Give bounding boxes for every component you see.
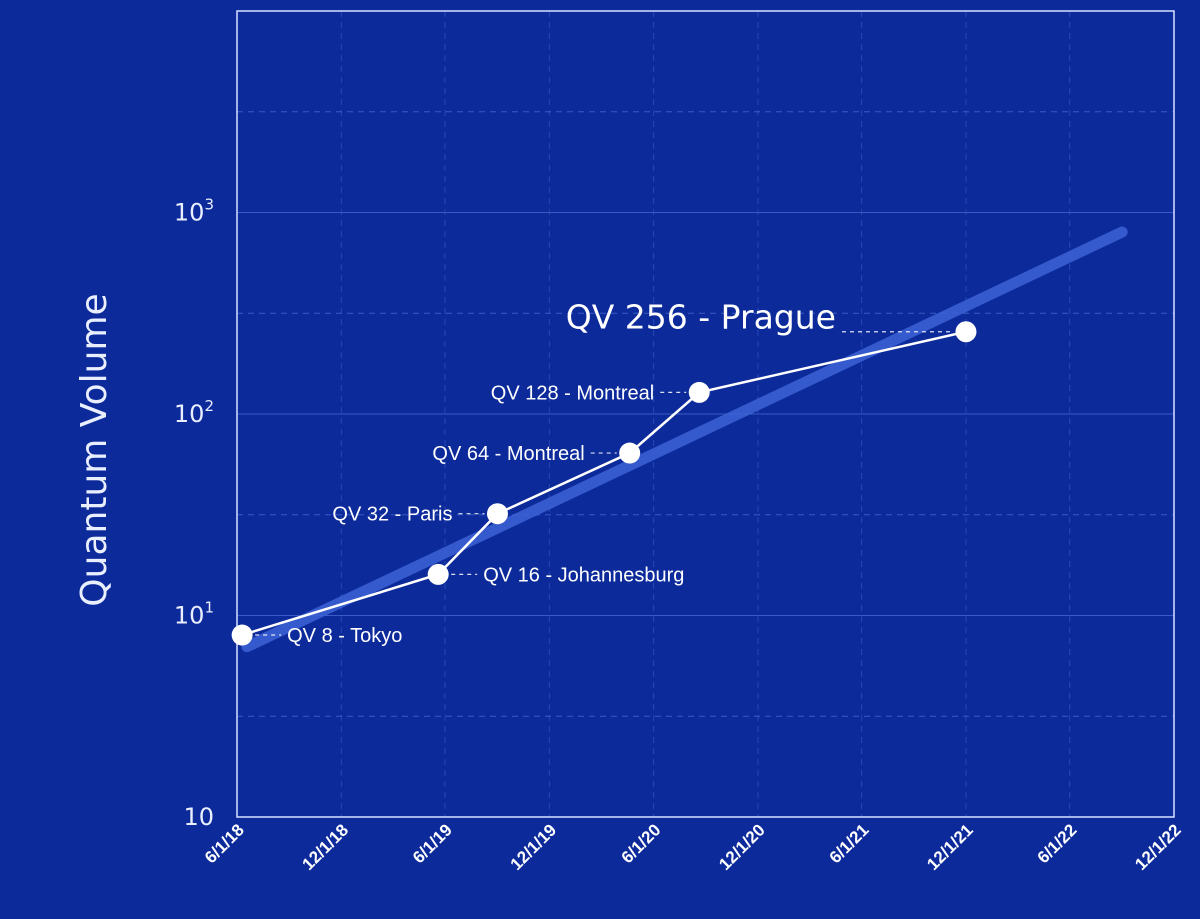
data-point (955, 321, 977, 343)
y-tick-base: 10 (174, 199, 205, 227)
y-axis-label: Quantum Volume (74, 293, 115, 606)
trend-line (241, 226, 1128, 653)
data-label: QV 16 - Johannesburg (483, 564, 684, 586)
data-point (688, 381, 710, 403)
data-label: QV 256 - Prague (566, 298, 836, 337)
y-tick-label: 10 (183, 803, 214, 831)
data-labels: QV 8 - Tokyo QV 16 - Johannesburg QV 32 - … (287, 298, 836, 647)
data-point (619, 442, 641, 464)
data-points (231, 321, 977, 646)
y-tick-exponent: 3 (204, 196, 214, 214)
series-line (241, 330, 967, 637)
y-tick-base: 10 (174, 602, 205, 630)
y-tick-exponent: 1 (204, 599, 214, 617)
grid (237, 11, 1174, 817)
data-point (486, 503, 508, 525)
data-label: QV 32 - Paris (332, 504, 452, 526)
data-point (231, 624, 253, 646)
data-label: QV 8 - Tokyo (287, 625, 402, 647)
data-label: QV 64 - Montreal (432, 443, 584, 465)
plot-frame (236, 10, 1175, 818)
y-tick-base: 10 (183, 803, 214, 831)
label-connectors (255, 331, 953, 636)
data-label: QV 128 - Montreal (491, 382, 654, 404)
y-tick-label: 101 (174, 599, 214, 630)
y-tick-label: 103 (174, 196, 214, 227)
y-tick-exponent: 2 (204, 397, 214, 415)
y-tick-base: 10 (174, 400, 205, 428)
y-tick-label: 102 (174, 397, 214, 428)
data-point (427, 563, 449, 585)
